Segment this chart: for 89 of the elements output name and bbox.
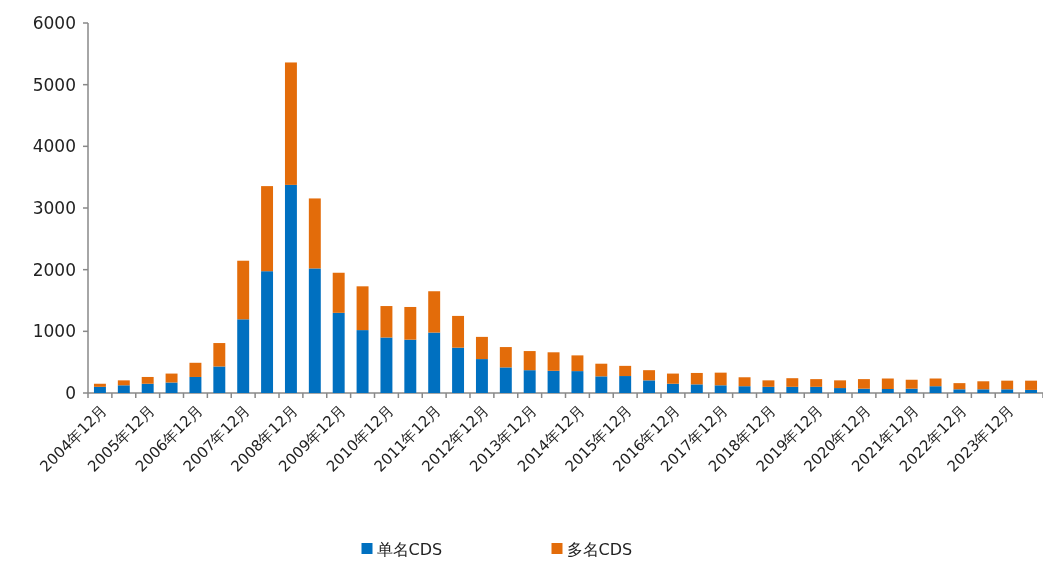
bar [284,184,297,393]
bar [881,378,894,389]
bar [643,380,656,393]
bar [738,377,751,387]
bar [619,365,632,377]
bar [165,373,178,383]
bar [499,367,512,393]
bar [141,383,154,393]
bar [547,352,560,371]
bar [929,386,942,393]
bar [786,386,799,393]
bar [786,378,799,387]
bar [953,383,966,390]
legend-label: 单名CDS [376,539,443,559]
bar [834,380,847,389]
bar [380,337,393,393]
bar [475,336,488,360]
bar [261,186,274,272]
y-tick-label: 1000 [32,321,76,342]
bar [404,306,417,340]
bar [141,376,154,384]
bar [834,388,847,393]
bar [93,386,106,393]
bar [308,198,321,269]
bar [189,362,202,377]
bar [762,386,775,393]
bar [690,384,703,393]
bar [1025,389,1038,393]
bar [690,372,703,385]
bar [977,389,990,393]
bar [261,271,274,393]
bar [428,291,441,333]
bar [237,260,250,320]
bar [977,381,990,390]
bar [452,347,465,393]
bar [284,62,297,185]
legend-label: 多名CDS [566,539,633,559]
bar [452,315,465,348]
bar [666,373,679,384]
bar [643,370,656,381]
y-tick-label: 3000 [32,198,76,218]
bar [905,388,918,393]
bar [905,379,918,389]
bar [571,371,584,393]
bar [1001,380,1014,390]
bar [428,332,441,393]
y-tick-label: 2000 [32,259,76,280]
bar [332,272,345,313]
bar [595,376,608,393]
bar [404,339,417,393]
bar [499,347,512,368]
bar [619,376,632,393]
y-tick-label: 6000 [32,13,76,33]
bar [810,379,823,387]
bar [571,355,584,372]
bar [857,379,870,389]
bar [165,382,178,393]
bar [666,383,679,393]
bar [714,385,727,393]
bar [332,312,345,393]
bar [523,370,536,393]
bar [213,366,226,393]
y-tick-label: 5000 [32,74,76,95]
bar [810,386,823,393]
bar [1025,380,1038,390]
bar [356,330,369,393]
bar [762,380,775,387]
bar [881,388,894,393]
bar [714,372,727,386]
bar [595,363,608,377]
y-tick-label: 0 [65,383,76,403]
y-tick-label: 4000 [32,136,76,157]
bar [523,351,536,371]
bar [189,376,202,393]
bar [117,385,130,393]
bar [953,389,966,393]
bar [308,268,321,393]
bar [93,383,106,387]
bar [929,378,942,387]
bar [738,386,751,393]
bar [237,319,250,393]
bar [213,343,226,367]
bar [857,388,870,393]
bar [117,380,130,386]
bar [356,286,369,331]
bar [475,359,488,393]
bar [1001,389,1014,393]
bar [380,306,393,338]
bar [547,370,560,393]
